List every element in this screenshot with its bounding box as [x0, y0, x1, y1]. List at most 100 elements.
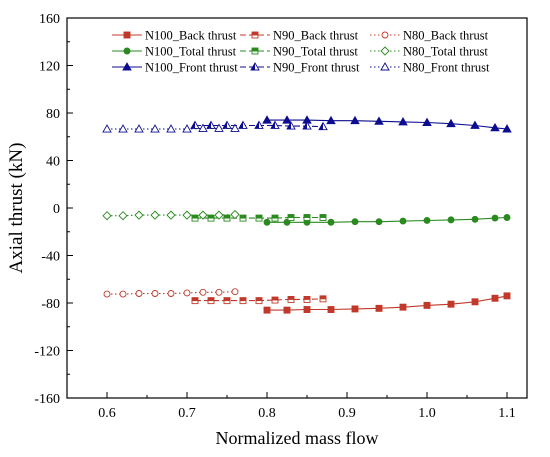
- legend-item: N90_Total thrust: [240, 45, 358, 59]
- data-point: [151, 290, 159, 297]
- data-point: [119, 290, 127, 298]
- series-n100-back-thrust: [263, 292, 511, 314]
- data-point: [375, 218, 383, 226]
- data-point: [191, 297, 199, 305]
- legend-label: N90_Back thrust: [273, 29, 359, 43]
- data-point: [251, 47, 259, 55]
- data-point: [326, 115, 336, 125]
- marker-half-fill: [256, 297, 262, 301]
- series-line: [267, 216, 508, 223]
- data-point: [198, 123, 208, 132]
- data-point: [223, 214, 231, 222]
- data-point: [182, 124, 192, 133]
- legend-label: N90_Front thrust: [273, 61, 360, 75]
- data-point: [423, 217, 431, 224]
- data-point: [327, 306, 335, 313]
- axis-ticks: 0.6 0.7 0.8 0.9 1.0 1.1 -160 -120 -80 -40 0 40 80 120…: [34, 12, 515, 421]
- data-point: [231, 288, 239, 296]
- data-point: [238, 120, 248, 129]
- marker-half-fill: [271, 121, 275, 129]
- y-tick-label: 120: [39, 60, 60, 75]
- data-point: [399, 217, 407, 225]
- data-point: [381, 31, 389, 39]
- series-n80-total-thrust: [102, 209, 240, 221]
- data-point: [270, 120, 280, 129]
- legend-label: N100_Front thrust: [145, 61, 238, 75]
- marker-half-fill: [252, 32, 258, 35]
- marker-half-fill: [287, 122, 291, 130]
- data-point: [491, 214, 499, 222]
- data-point: [303, 295, 311, 303]
- y-tick-label: -40: [41, 250, 60, 265]
- data-point: [122, 62, 132, 71]
- data-point: [491, 294, 499, 302]
- data-point: [134, 210, 144, 220]
- data-point: [351, 218, 359, 226]
- legend-item: N90_Back thrust: [240, 29, 359, 43]
- data-point: [318, 121, 328, 131]
- marker-half-fill: [304, 296, 310, 300]
- series-n90-front-thrust: [190, 120, 328, 131]
- data-point: [254, 120, 264, 129]
- data-point: [251, 31, 259, 39]
- data-point: [380, 62, 390, 71]
- legend-item: N100_Back thrust: [112, 29, 237, 43]
- series-line: [267, 119, 508, 130]
- marker-half-fill: [251, 63, 255, 70]
- data-point: [287, 214, 295, 221]
- x-tick-label: 1.0: [418, 406, 436, 421]
- data-point: [150, 124, 160, 133]
- data-point: [374, 116, 384, 125]
- data-point: [150, 210, 160, 220]
- data-point: [255, 214, 263, 222]
- y-tick-label: 40: [46, 155, 60, 170]
- data-point: [207, 297, 215, 305]
- marker-half-fill: [240, 297, 246, 301]
- data-point: [167, 290, 175, 297]
- data-point: [239, 297, 247, 305]
- legend-item: N80_Total thrust: [370, 45, 488, 59]
- data-point: [303, 306, 311, 313]
- legend-item: N100_Front thrust: [112, 61, 238, 75]
- data-point: [399, 303, 407, 311]
- marker-half-fill: [255, 121, 259, 129]
- data-point: [166, 210, 176, 220]
- series-n80-back-thrust: [103, 288, 239, 298]
- data-point: [380, 46, 390, 56]
- data-point: [182, 210, 192, 220]
- data-point: [302, 121, 312, 130]
- data-point: [503, 214, 511, 221]
- data-point: [230, 209, 240, 220]
- y-tick-label: -120: [34, 345, 60, 360]
- series-layer: [102, 115, 512, 314]
- series-n100-front-thrust: [262, 115, 512, 133]
- marker-half-fill: [208, 215, 214, 219]
- data-point: [207, 214, 215, 222]
- data-point: [183, 289, 191, 297]
- data-point: [135, 290, 143, 297]
- legend-label: N100_Total thrust: [145, 45, 237, 59]
- data-point: [199, 288, 207, 296]
- data-point: [502, 124, 512, 133]
- y-tick-label: 80: [46, 107, 60, 122]
- legend-label: N80_Total thrust: [403, 45, 488, 59]
- x-tick-label: 0.8: [258, 406, 276, 421]
- data-point: [351, 305, 359, 313]
- marker-half-fill: [207, 121, 211, 129]
- data-point: [239, 214, 247, 222]
- data-point: [471, 215, 479, 223]
- marker-half-fill: [256, 215, 262, 219]
- data-point: [191, 214, 199, 222]
- data-point: [470, 120, 480, 129]
- marker-half-fill: [192, 297, 198, 301]
- data-point: [123, 31, 131, 39]
- marker-half-fill: [223, 121, 227, 129]
- data-point: [447, 300, 455, 308]
- legend-label: N80_Front thrust: [403, 61, 490, 75]
- marker-half-fill: [319, 122, 323, 130]
- marker-half-fill: [304, 214, 310, 218]
- marker-half-fill: [208, 297, 214, 301]
- data-point: [102, 124, 112, 133]
- data-point: [423, 301, 431, 309]
